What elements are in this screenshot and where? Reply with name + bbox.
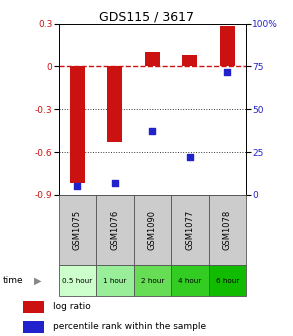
- Bar: [220, 27, 235, 67]
- Point: [113, 180, 117, 185]
- Text: 2 hour: 2 hour: [141, 278, 164, 284]
- Text: 4 hour: 4 hour: [178, 278, 202, 284]
- Bar: [209, 265, 246, 296]
- Point: [75, 183, 80, 189]
- Bar: [171, 265, 209, 296]
- Text: time: time: [3, 276, 23, 285]
- Text: log ratio: log ratio: [53, 302, 91, 311]
- Bar: [182, 55, 197, 67]
- Text: GSM1076: GSM1076: [110, 210, 119, 250]
- Text: GSM1075: GSM1075: [73, 210, 82, 250]
- Text: GSM1077: GSM1077: [185, 210, 194, 250]
- Bar: [134, 265, 171, 296]
- Bar: [59, 195, 96, 265]
- Bar: [23, 300, 44, 312]
- Text: 0.5 hour: 0.5 hour: [62, 278, 93, 284]
- Bar: [23, 321, 44, 333]
- Point: [225, 69, 230, 74]
- Text: GDS115 / 3617: GDS115 / 3617: [99, 10, 194, 23]
- Text: 1 hour: 1 hour: [103, 278, 127, 284]
- Bar: [70, 67, 85, 183]
- Text: GSM1090: GSM1090: [148, 210, 157, 250]
- Bar: [171, 195, 209, 265]
- Bar: [96, 265, 134, 296]
- Bar: [59, 265, 96, 296]
- Text: ▶: ▶: [34, 276, 42, 286]
- Text: GSM1078: GSM1078: [223, 210, 232, 250]
- Bar: [107, 67, 122, 142]
- Point: [150, 129, 155, 134]
- Bar: [209, 195, 246, 265]
- Bar: [134, 195, 171, 265]
- Bar: [96, 195, 134, 265]
- Point: [188, 155, 192, 160]
- Text: 6 hour: 6 hour: [216, 278, 239, 284]
- Bar: [145, 52, 160, 67]
- Text: percentile rank within the sample: percentile rank within the sample: [53, 322, 206, 331]
